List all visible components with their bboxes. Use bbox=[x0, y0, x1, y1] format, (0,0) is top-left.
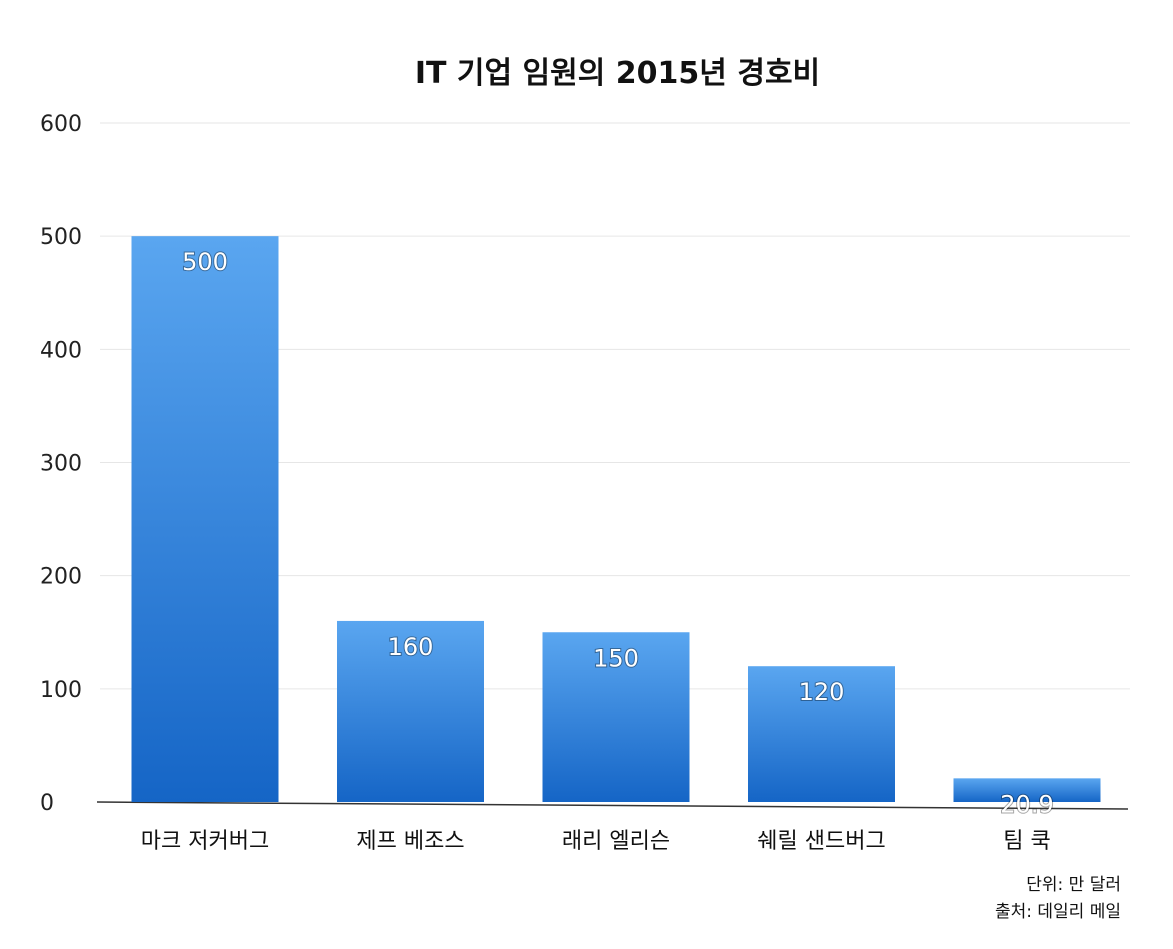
bar-3 bbox=[748, 666, 895, 802]
data-label-2: 150 bbox=[593, 644, 639, 672]
unit-note: 단위: 만 달러 bbox=[1026, 875, 1121, 895]
x-axis-line bbox=[96, 801, 1129, 810]
x-category-label-2: 래리 엘리슨 bbox=[562, 829, 670, 854]
data-label-1: 160 bbox=[388, 633, 434, 661]
x-category-label-4: 팀 쿡 bbox=[1003, 829, 1050, 854]
y-tick-label-600: 600 bbox=[40, 112, 82, 137]
x-category-label-1: 제프 베조스 bbox=[356, 829, 464, 854]
y-tick-label-400: 400 bbox=[40, 338, 82, 363]
y-tick-label-0: 0 bbox=[40, 791, 54, 816]
data-label-4: 20.9 bbox=[1000, 790, 1053, 818]
y-tick-label-200: 200 bbox=[40, 565, 82, 590]
source-note: 출처: 데일리 메일 bbox=[994, 902, 1121, 922]
bar-0 bbox=[131, 236, 279, 802]
data-label-3: 120 bbox=[799, 678, 845, 706]
bars bbox=[131, 236, 1101, 802]
labels: 0 100 200 300 400 500 600 500 마크 저커버그 160 제프 베조스 15… bbox=[40, 112, 1055, 854]
bar-2 bbox=[542, 632, 690, 802]
y-tick-label-100: 100 bbox=[40, 678, 82, 703]
x-category-label-3: 쉐릴 샌드버그 bbox=[757, 829, 885, 854]
x-category-label-0: 마크 저커버그 bbox=[141, 829, 269, 854]
y-tick-label-500: 500 bbox=[40, 225, 82, 250]
y-tick-label-300: 300 bbox=[40, 452, 82, 477]
chart-title: IT 기업 임원의 2015년 경호비 bbox=[414, 56, 821, 91]
bar-4 bbox=[953, 778, 1101, 802]
bar-1 bbox=[337, 620, 484, 802]
data-label-0: 500 bbox=[182, 248, 228, 276]
